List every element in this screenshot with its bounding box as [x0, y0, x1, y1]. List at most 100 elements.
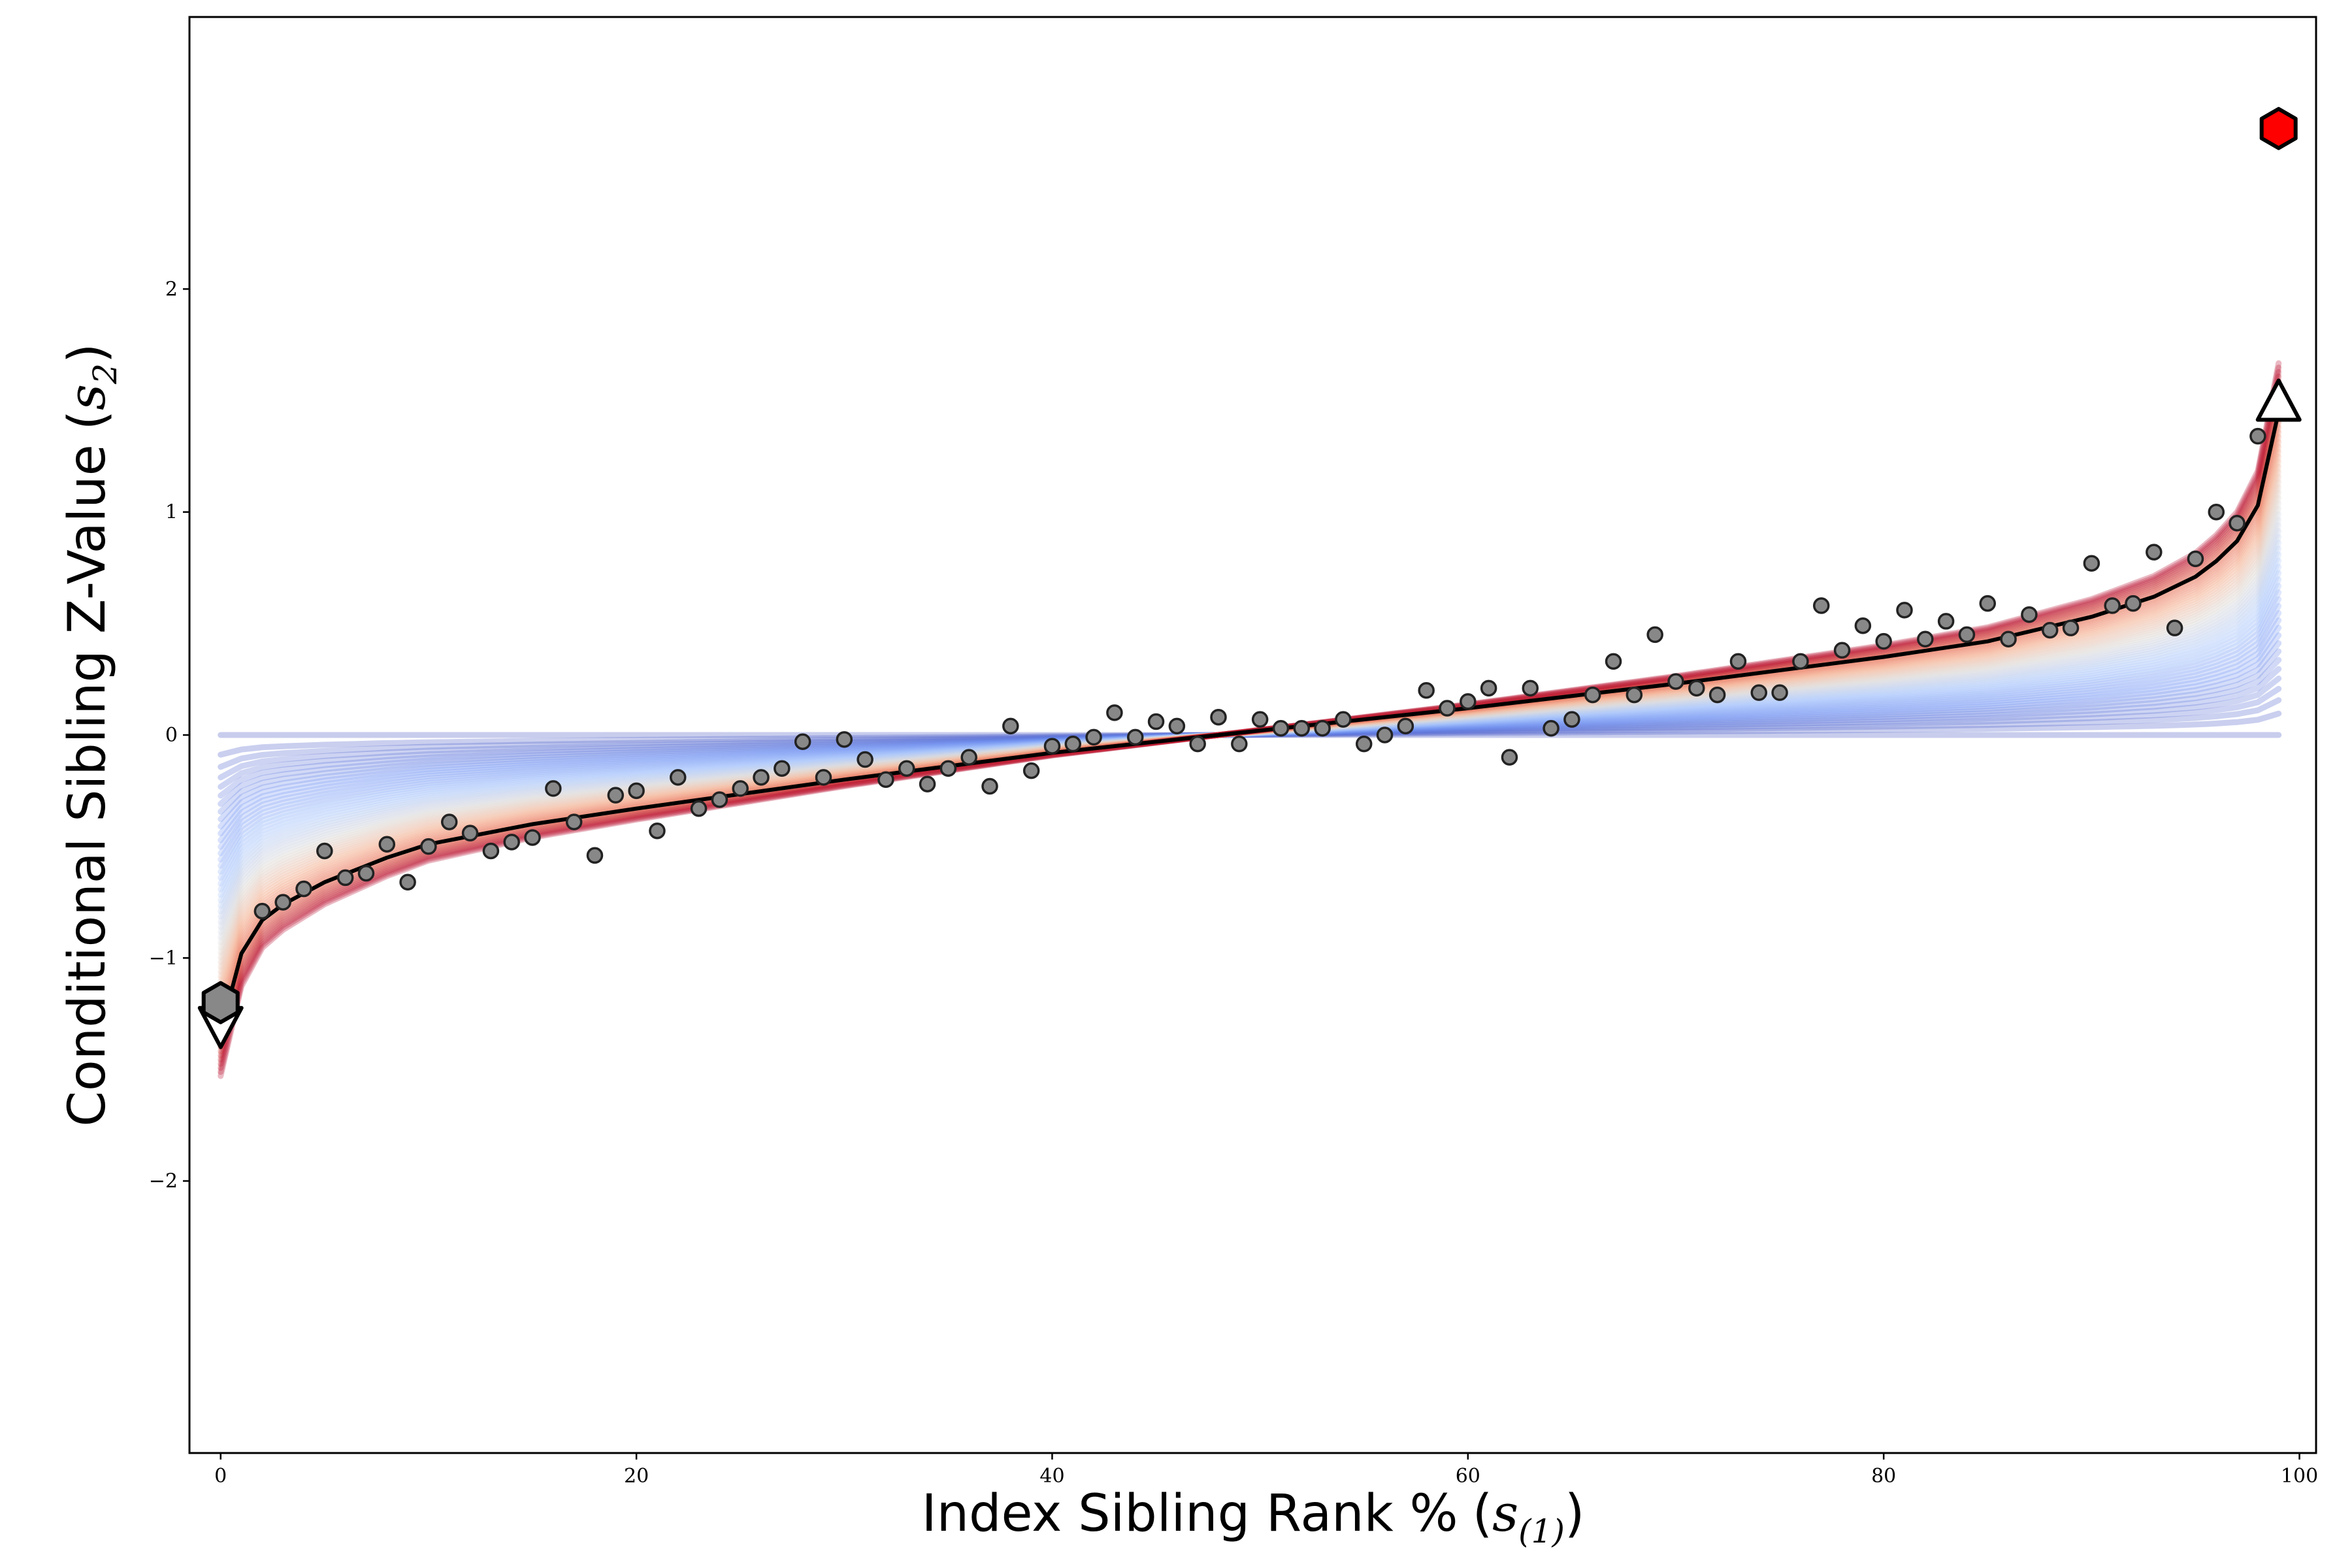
fan-curve: [218, 666, 2282, 799]
scatter-point: [2125, 595, 2142, 612]
scatter-point: [857, 751, 874, 768]
fan-curve: [218, 625, 2282, 837]
scatter-point: [1854, 617, 1872, 634]
scatter-point: [1293, 720, 1311, 737]
scatter-point: [2187, 550, 2204, 568]
scatter-point: [774, 760, 791, 777]
scatter-point: [586, 847, 604, 864]
x-axis-symbol: s: [1492, 1484, 1518, 1543]
scatter-point: [2249, 427, 2266, 445]
fan-curve: [218, 710, 2282, 758]
scatter-point: [1979, 595, 1997, 612]
scatter-point: [877, 771, 894, 789]
scatter-point: [2229, 515, 2246, 532]
scatter-point: [253, 902, 271, 920]
scatter-point: [295, 880, 312, 898]
y-tick-label: −2: [149, 1170, 178, 1193]
scatter-point: [1501, 749, 1518, 766]
scatter-point: [753, 769, 770, 786]
fan-curve: [218, 603, 2282, 857]
scatter-point: [1937, 613, 1955, 630]
scatter-point: [1085, 728, 1102, 746]
y-tick-label: 0: [165, 724, 178, 747]
scatter-point: [1147, 713, 1165, 730]
scatter-point: [565, 813, 583, 830]
scatter-point: [545, 780, 562, 797]
scatter-point: [1522, 679, 1539, 697]
scatter-point: [1688, 679, 1705, 697]
scatter-point: [440, 813, 458, 830]
min-gray-hexagon: [201, 981, 240, 1024]
y-tick-label: 1: [165, 501, 178, 524]
scatter-point: [628, 782, 645, 800]
x-axis-label: Index Sibling Rank %: [922, 1484, 1458, 1543]
x-tick-label: 80: [1871, 1465, 1896, 1488]
scatter-point: [2208, 503, 2225, 521]
scatter-point: [1397, 717, 1414, 735]
scatter-point: [1667, 673, 1684, 690]
extreme-markers: [197, 106, 2302, 1049]
x-tick-label: 20: [624, 1465, 649, 1488]
scatter-point: [1812, 597, 1830, 614]
scatter-point: [2104, 597, 2121, 614]
scatter-point: [649, 823, 666, 840]
scatter-point: [1314, 720, 1331, 737]
max-up-triangle: [2255, 378, 2302, 422]
scatter-point: [1460, 693, 1477, 710]
scatter-point: [2146, 544, 2163, 561]
scatter-point: [1251, 711, 1269, 728]
scatter-point: [461, 825, 479, 841]
scatter-point: [1792, 653, 1809, 670]
scatter-point: [981, 777, 998, 795]
fan-band: [218, 360, 2282, 1079]
scatter-points: [253, 427, 2266, 920]
scatter-point: [357, 864, 375, 882]
scatter-point: [1771, 684, 1788, 701]
scatter-point: [503, 834, 520, 851]
scatter-point: [2021, 606, 2038, 623]
fan-curve: [218, 632, 2282, 830]
y-axis-symbol: s: [58, 384, 117, 410]
scatter-point: [1584, 686, 1601, 704]
scatter-point: [1605, 653, 1622, 670]
x-tick-label: 60: [1456, 1465, 1480, 1488]
scatter-point: [2083, 555, 2100, 572]
y-axis-subscript: 2: [86, 363, 124, 385]
scatter-point: [1272, 720, 1290, 737]
scatter-point: [2041, 621, 2059, 639]
scatter-point: [1439, 700, 1456, 717]
scatter-point: [1708, 686, 1726, 704]
scatter-point: [1646, 626, 1663, 644]
scatter-point: [274, 894, 291, 911]
scatter-point: [1418, 681, 1435, 699]
scatter-point: [1729, 653, 1747, 670]
scatter-point: [1335, 711, 1352, 728]
scatter-point: [2000, 630, 2017, 647]
scatter-point: [1543, 720, 1560, 737]
y-axis-title: Conditional Sibling Z-Value(s2): [58, 344, 124, 1127]
scatter-point: [1064, 735, 1082, 753]
scatter-point: [524, 829, 541, 846]
scatter-point: [2062, 619, 2080, 636]
scatter-point: [1563, 711, 1580, 728]
fan-curve: [218, 640, 2282, 823]
scatter-point: [1376, 727, 1394, 743]
scatter-point: [1210, 708, 1227, 726]
x-axis-subscript: (1): [1518, 1512, 1565, 1550]
y-axis-label: Conditional Sibling Z-Value: [58, 444, 117, 1126]
scatter-point: [420, 838, 437, 855]
fan-curve: [218, 657, 2282, 807]
fan-curve: [218, 648, 2282, 815]
x-axis-title: Index Sibling Rank % (s(1)): [922, 1484, 1585, 1550]
scatter-point: [316, 842, 333, 860]
scatter-point: [960, 749, 977, 766]
scatter-point: [1043, 738, 1061, 755]
scatter-point: [1958, 626, 1976, 644]
scatter-point: [1231, 735, 1248, 753]
scatter-point: [1875, 632, 1892, 650]
y-axis-ticks: −2 −1 0 1 2: [149, 278, 189, 1193]
scatter-point: [669, 769, 687, 786]
scatter-point: [836, 731, 853, 748]
scatter-point: [1126, 728, 1144, 746]
